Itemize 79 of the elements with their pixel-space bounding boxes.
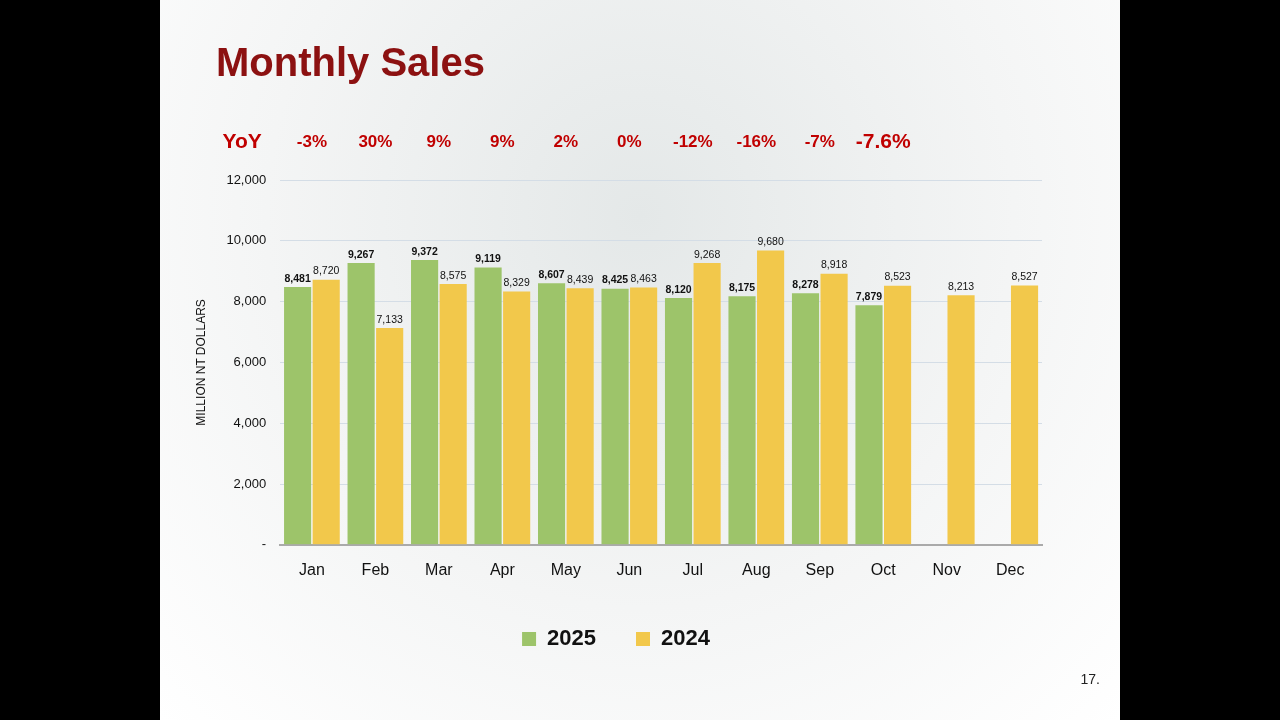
bar xyxy=(347,263,375,545)
x-tick-label: Oct xyxy=(870,560,897,578)
y-tick-label: 8,000 xyxy=(233,293,267,309)
bar xyxy=(664,297,693,545)
legend-label: 2024 xyxy=(661,625,711,651)
data-label: 9,119 xyxy=(475,252,502,265)
data-label: 8,575 xyxy=(440,268,467,281)
data-label: 8,175 xyxy=(728,280,756,293)
text: -12% xyxy=(672,131,713,151)
bar xyxy=(439,284,467,545)
data-label: 8,527 xyxy=(1011,270,1038,283)
data-label: 9,372 xyxy=(411,244,438,257)
bar xyxy=(855,305,883,545)
x-tick-label: Jan xyxy=(299,560,325,578)
data-label: 8,120 xyxy=(665,282,692,295)
bar xyxy=(284,286,312,545)
text: 17. xyxy=(1080,670,1100,687)
data-label: 8,607 xyxy=(538,267,565,280)
bar xyxy=(820,273,848,545)
y-tick-label: 12,000 xyxy=(226,171,267,187)
x-tick-label: Nov xyxy=(932,560,961,578)
bar xyxy=(1010,285,1039,545)
bar xyxy=(630,287,658,545)
text: -7% xyxy=(804,131,835,151)
x-tick-label: Mar xyxy=(425,560,454,578)
text: 0% xyxy=(617,131,642,151)
x-tick-label: Dec xyxy=(996,560,1025,578)
bar xyxy=(601,288,629,545)
bar xyxy=(538,283,566,545)
y-tick-label: 2,000 xyxy=(233,475,267,491)
bar xyxy=(791,293,820,545)
bar xyxy=(503,291,531,545)
y-tick-label: 4,000 xyxy=(233,414,267,430)
x-tick-label: May xyxy=(550,560,581,578)
data-label: 8,425 xyxy=(601,273,629,286)
data-label: 9,267 xyxy=(347,247,375,260)
y-tick-label: 10,000 xyxy=(226,232,267,248)
bar xyxy=(312,279,340,545)
data-label: 8,278 xyxy=(792,277,819,290)
y-tick-label: 6,000 xyxy=(233,353,267,369)
bar xyxy=(411,259,439,545)
data-label: 7,879 xyxy=(855,289,883,302)
y-axis-title: MILLION NT DOLLARS xyxy=(193,299,208,426)
data-label: 8,213 xyxy=(947,279,975,292)
text: -3% xyxy=(296,131,328,151)
bar xyxy=(693,263,721,545)
bar xyxy=(566,288,594,545)
data-label: 7,133 xyxy=(376,312,403,325)
data-label: 9,680 xyxy=(757,235,784,248)
text: -16% xyxy=(736,131,777,151)
legend-label: 2025 xyxy=(547,625,597,651)
x-tick-label: Sep xyxy=(805,560,835,578)
bar xyxy=(757,250,785,545)
text: 2% xyxy=(553,131,579,151)
x-tick-label: Jun xyxy=(616,560,643,578)
bar xyxy=(728,296,756,545)
bar xyxy=(947,295,975,545)
bar xyxy=(376,327,404,545)
y-tick-label: - xyxy=(261,536,267,552)
data-label: 8,918 xyxy=(820,258,848,271)
bar xyxy=(474,267,502,545)
x-tick-label: Jul xyxy=(682,560,704,578)
x-tick-label: Apr xyxy=(489,560,516,578)
text: YoY xyxy=(222,128,262,152)
text: 9% xyxy=(426,131,452,151)
chart-title: Monthly Sales xyxy=(216,40,485,85)
x-tick-label: Aug xyxy=(742,560,771,578)
data-label: 8,523 xyxy=(884,270,911,283)
data-label: 8,329 xyxy=(503,276,530,289)
text: 9% xyxy=(490,131,515,151)
data-label: 8,439 xyxy=(566,272,594,285)
bar xyxy=(884,285,912,545)
text: 30% xyxy=(358,131,393,151)
x-tick-label: Feb xyxy=(361,560,390,578)
data-label: 8,463 xyxy=(630,272,657,285)
data-label: 8,720 xyxy=(313,264,340,277)
data-label: 8,481 xyxy=(284,271,311,284)
data-label: 9,268 xyxy=(693,247,721,260)
text: -7.6% xyxy=(855,128,912,152)
